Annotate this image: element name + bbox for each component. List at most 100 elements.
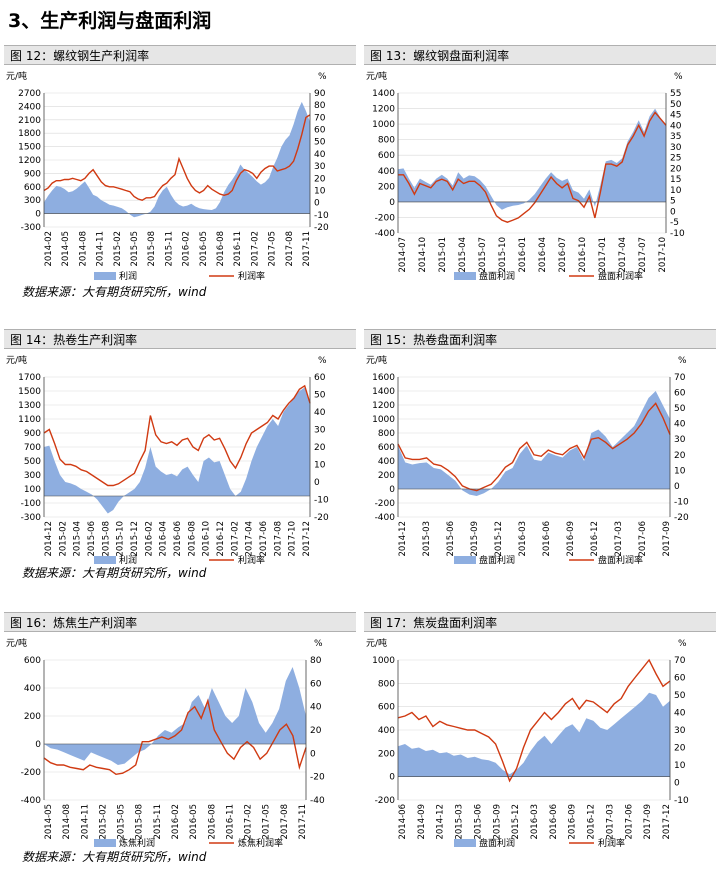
x-tick-label: 2015-02 [58, 521, 68, 557]
x-tick-label: 2017-09 [643, 804, 653, 840]
x-tick-label: 2016-08 [216, 231, 226, 267]
right-tick-label: 0 [314, 199, 320, 209]
right-tick-label: 40 [670, 121, 682, 131]
left-tick-label: -200 [375, 499, 396, 509]
x-tick-label: 2016-05 [199, 231, 209, 267]
x-tick-label: 2015-12 [494, 521, 504, 557]
section-title: 3、生产利润与盘面利润 [8, 10, 212, 32]
right-tick-label: 15 [670, 175, 681, 185]
chart-fig15: 元/吨 %16001400120010008006004002000-200-40… [366, 354, 689, 566]
right-tick-label: 10 [314, 461, 326, 471]
chart-panel-fig12: 图 12：螺纹钢生产利润率 元/吨% 2700 2400 2100 1800 1500 12… [4, 45, 356, 295]
left-axis-unit: 元/吨 [366, 637, 387, 649]
x-tick-label: 2016-02 [182, 231, 192, 267]
left-tick-label: 0 [389, 773, 395, 783]
right-tick-label: 40 [310, 703, 322, 713]
x-tick-label: 2016-12 [587, 804, 597, 840]
data-source: 数据来源：大有期货研究所，wind [22, 285, 207, 299]
x-tick-label: 2016-09 [568, 804, 578, 840]
right-tick-label: 5 [670, 197, 676, 207]
x-tick-label: 2017-05 [262, 804, 272, 840]
x-tick-label: 2016-08 [187, 521, 197, 557]
line-series-盘面利润率 [398, 111, 667, 223]
left-tick-label: 0 [389, 198, 395, 208]
left-tick-label: 400 [378, 167, 395, 177]
right-tick-label: -20 [314, 513, 329, 523]
x-tick-label: 2017-01 [598, 237, 608, 273]
right-tick-label: -5 [670, 218, 679, 228]
left-axis-unit: 元/吨 [366, 354, 387, 366]
x-tick-label: 2014-10 [418, 237, 428, 273]
area-series-盘面利润 [398, 391, 670, 496]
left-tick-label: 600 [378, 703, 395, 713]
x-tick-label: 2015-04 [73, 521, 83, 557]
left-axis-unit: 元/吨 [6, 70, 27, 82]
legend-swatch-area [454, 272, 476, 280]
legend-label: 盘面利润率 [598, 554, 643, 566]
legend-label: 炼焦利润 [119, 837, 155, 849]
right-tick-label: 40 [674, 420, 686, 430]
x-tick-label: 2014-09 [417, 804, 427, 840]
right-tick-label: 10 [674, 466, 686, 476]
left-tick-label: 900 [24, 429, 41, 439]
area-series-利润 [44, 101, 310, 218]
right-tick-label: -10 [674, 497, 689, 507]
legend-label: 盘面利润 [479, 837, 515, 849]
left-tick-label: 600 [378, 151, 395, 161]
x-tick-label: 2016-10 [202, 521, 212, 557]
right-tick-label: 20 [314, 443, 326, 453]
right-tick-label: 70 [314, 113, 326, 123]
chart-panel-fig17: 图 17：焦炭盘面利润率 元/吨% 1000 800 600 400 200 0 -200 70… [364, 612, 716, 862]
legend-label: 利润率 [238, 270, 265, 282]
right-tick-label: 35 [670, 132, 681, 142]
x-tick-label: 2016-06 [173, 521, 183, 557]
x-tick-label: 2016-11 [225, 804, 235, 840]
line-series-利润率 [397, 658, 671, 783]
left-tick-label: 500 [24, 457, 41, 467]
right-tick-label: 55 [670, 89, 681, 99]
x-tick-label: 2017-12 [662, 804, 672, 840]
x-tick-label: 2014-05 [61, 231, 71, 267]
right-tick-label: 50 [314, 138, 326, 148]
right-tick-label: 0 [674, 482, 680, 492]
right-tick-label: 50 [670, 100, 682, 110]
left-tick-label: 1400 [372, 387, 395, 397]
right-axis-unit: % [678, 639, 687, 649]
x-tick-label: 2016-06 [549, 804, 559, 840]
right-tick-label: 40 [314, 150, 326, 160]
right-axis-unit: % [318, 72, 327, 82]
x-tick-label: 2015-12 [511, 804, 521, 840]
right-axis-unit: % [314, 639, 323, 649]
area-series-利润 [44, 387, 310, 514]
right-tick-label: -20 [314, 223, 329, 233]
right-tick-label: 0 [314, 478, 320, 488]
legend-label: 利润 [119, 554, 137, 566]
chart-title: 图 16：炼焦生产利润率 [4, 612, 356, 632]
left-tick-label: 1800 [18, 129, 41, 139]
left-tick-label: -400 [375, 513, 396, 523]
left-tick-label: 800 [378, 429, 395, 439]
left-tick-label: 0 [35, 740, 41, 750]
right-tick-label: -10 [314, 211, 329, 221]
chart-title: 图 13：螺纹钢盘面利润率 [364, 45, 716, 65]
right-tick-label: 0 [310, 749, 316, 759]
left-tick-label: 1300 [18, 401, 41, 411]
right-tick-label: -10 [670, 229, 685, 239]
x-tick-label: 2015-02 [98, 804, 108, 840]
right-tick-label: 0 [674, 779, 680, 789]
legend-label: 利润 [119, 270, 137, 282]
x-tick-label: 2015-06 [473, 804, 483, 840]
right-tick-label: 20 [670, 164, 682, 174]
right-tick-label: 60 [310, 679, 322, 689]
legend-swatch-area [454, 839, 476, 847]
left-tick-label: -400 [375, 229, 396, 239]
x-tick-label: 2016-12 [216, 521, 226, 557]
right-tick-label: -40 [310, 796, 325, 806]
x-tick-label: 2016-12 [590, 521, 600, 557]
x-tick-label: 2014-12 [398, 521, 408, 557]
legend-swatch-area [94, 839, 116, 847]
left-tick-label: 600 [378, 443, 395, 453]
chart-panel-fig16: 图 16：炼焦生产利润率 元/吨% 600 400 200 0 -200 -400 80 60 4… [4, 612, 356, 862]
left-tick-label: 0 [389, 485, 395, 495]
legend-swatch-area [94, 272, 116, 280]
